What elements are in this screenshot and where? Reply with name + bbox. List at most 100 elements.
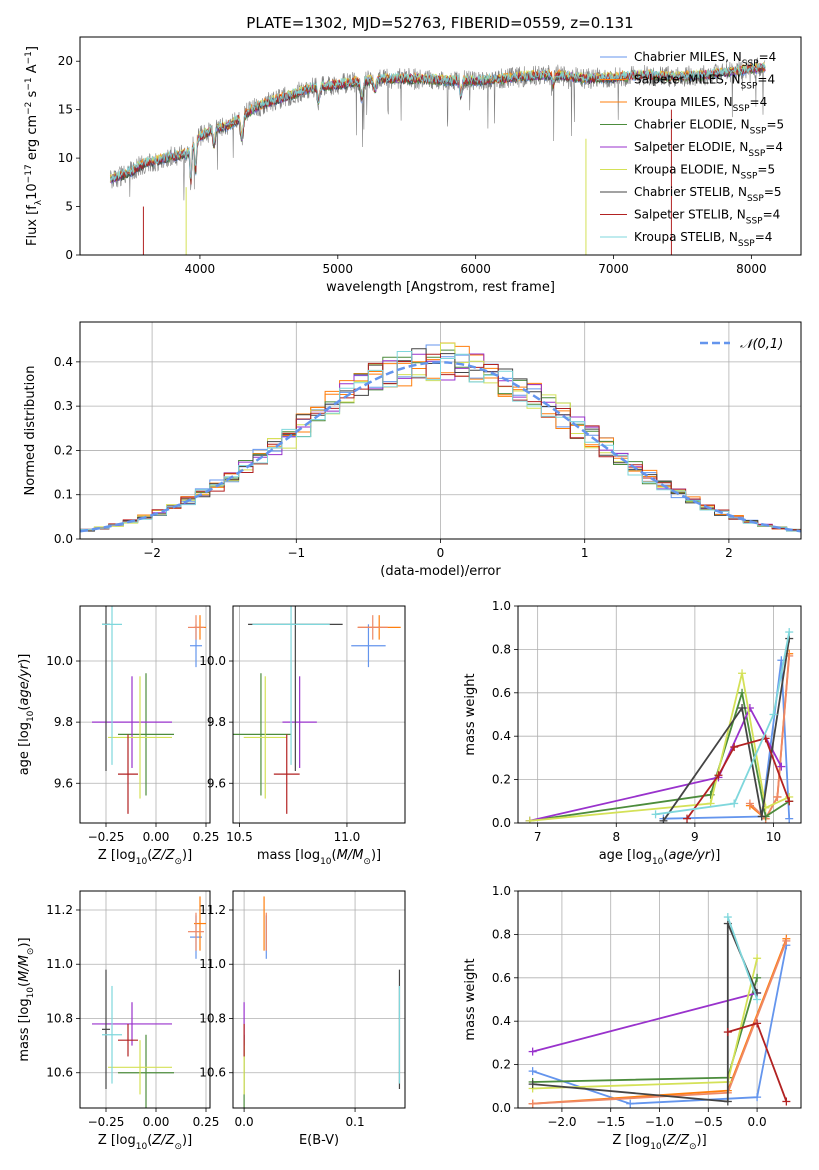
errorbar-point xyxy=(92,676,172,768)
errorbar-point xyxy=(108,676,172,799)
plot-area xyxy=(233,606,401,814)
x-tick-label: 0.1 xyxy=(346,1115,365,1129)
errorbar-point xyxy=(233,673,292,796)
x-tick-label: 8000 xyxy=(736,262,767,276)
plot-area xyxy=(92,896,206,1108)
series-marker xyxy=(714,771,723,780)
series-marker xyxy=(651,810,660,819)
series-chabrier-elodie xyxy=(525,688,794,823)
errorbar-point xyxy=(188,912,204,951)
y-tick-label: 0.0 xyxy=(54,532,73,546)
chart-age_vs_Z: −0.25 0.00 0.25 9.6 9.8 10.0 Z [log10(Z/Z⊙)] ag… xyxy=(17,605,220,867)
series-marker xyxy=(757,812,766,821)
series-marker xyxy=(785,797,794,806)
x-tick-label: 0.25 xyxy=(193,1115,220,1129)
plot-area xyxy=(525,628,794,823)
series-marker xyxy=(730,799,739,808)
y-tick-label: 1.0 xyxy=(492,884,511,898)
y-axis-label: mass weight xyxy=(463,958,478,1040)
series-line xyxy=(663,660,791,820)
series-marker xyxy=(785,814,794,823)
series-marker xyxy=(659,816,668,823)
y-tick-label: 5 xyxy=(65,200,73,214)
y-tick-label: 0.0 xyxy=(492,816,511,830)
x-tick-label: −2.0 xyxy=(547,1115,576,1129)
series-marker xyxy=(528,1080,537,1089)
y-tick-label: 10.0 xyxy=(199,654,226,668)
legend-label: Salpeter MILES, NSSP=4 xyxy=(634,73,775,92)
series-marker xyxy=(769,710,778,719)
y-tick-label: 0.8 xyxy=(492,927,511,941)
spectrum-model-line xyxy=(109,62,766,181)
y-tick-label: 0.4 xyxy=(492,1014,511,1028)
legend-label: Chabrier STELIB, NSSP=5 xyxy=(634,185,782,204)
x-tick-label: −1.0 xyxy=(645,1115,674,1129)
x-axis-label: age [log10(age/yr)] xyxy=(599,848,721,867)
legend-label: Chabrier MILES, NSSP=4 xyxy=(634,50,776,69)
y-tick-label: 0.3 xyxy=(54,399,73,413)
x-axis-label: (data-model)/error xyxy=(380,564,501,579)
x-axis-label: E(B-V) xyxy=(299,1133,339,1148)
y-tick-label: 10 xyxy=(58,151,73,165)
x-tick-label: −2 xyxy=(143,546,161,560)
y-tick-label: 0.6 xyxy=(492,971,511,985)
chart-massweight_vs_age: 7 8 9 10 0.0 0.2 0.4 0.6 0.8 1.0 age [log10(age/yr… xyxy=(463,599,802,867)
series-marker xyxy=(785,628,794,637)
axes-frame xyxy=(517,605,802,824)
series-marker xyxy=(753,995,762,1004)
errorbar-point xyxy=(92,1002,172,1046)
y-tick-label: 15 xyxy=(58,103,73,117)
series-marker xyxy=(525,816,534,823)
x-tick-label: 10.5 xyxy=(226,830,253,844)
chart-residuals: −2 −1 0 1 2 0.0 0.1 0.2 0.3 0.4 (data-model)/error… xyxy=(23,321,802,579)
x-tick-label: −0.25 xyxy=(88,830,125,844)
series-marker xyxy=(528,1047,537,1056)
x-axis-label: wavelength [Angstrom, rest frame] xyxy=(326,280,555,295)
y-axis-label: Normed distribution xyxy=(23,366,38,496)
errorbar-point xyxy=(108,1040,172,1095)
y-tick-label: 10.0 xyxy=(46,654,73,668)
series-marker xyxy=(528,1067,537,1076)
legend-label: 𝒩(0,1) xyxy=(740,337,783,352)
axes-frame xyxy=(79,890,211,1109)
errorbar-point xyxy=(118,673,174,796)
axes-frame xyxy=(232,890,406,1109)
errorbar-point xyxy=(243,676,287,799)
x-tick-label: 7000 xyxy=(598,262,629,276)
axes-frame xyxy=(232,605,406,824)
x-tick-label: −1 xyxy=(287,546,305,560)
y-tick-label: 0.6 xyxy=(492,686,511,700)
y-tick-label: 10.6 xyxy=(46,1066,73,1080)
x-tick-label: 0.0 xyxy=(235,1115,254,1129)
y-tick-label: 9.8 xyxy=(207,715,226,729)
x-tick-label: 7 xyxy=(534,830,542,844)
x-tick-label: 10 xyxy=(766,830,781,844)
x-tick-label: 4000 xyxy=(185,262,216,276)
y-tick-label: 0.2 xyxy=(492,773,511,787)
y-axis-label: mass [log10(M/M⊙)] xyxy=(17,937,36,1061)
series-line xyxy=(726,916,758,1000)
errorbar-point xyxy=(118,734,138,814)
plot-area xyxy=(243,896,401,1108)
y-tick-label: 0 xyxy=(65,248,73,262)
x-tick-label: 0 xyxy=(437,546,445,560)
figure-title: PLATE=1302, MJD=52763, FIBERID=0559, z=0… xyxy=(246,14,633,32)
series-kroupa-stelib xyxy=(651,628,794,819)
errorbar-point xyxy=(282,676,317,768)
errorbar-point xyxy=(188,615,204,640)
series-marker xyxy=(753,954,762,963)
errorbar-point xyxy=(351,624,386,668)
x-tick-label: 0.25 xyxy=(193,830,220,844)
errorbar-point xyxy=(273,734,300,814)
plot-area xyxy=(80,342,801,533)
y-tick-label: 10.8 xyxy=(46,1011,73,1025)
y-tick-label: 0.4 xyxy=(54,355,73,369)
x-axis-label: Z [log10(Z/Z⊙)] xyxy=(98,848,192,867)
x-tick-label: 11.0 xyxy=(334,830,361,844)
series-marker xyxy=(782,1097,791,1106)
y-tick-label: 9.6 xyxy=(207,776,226,790)
spectrum-legend: Chabrier MILES, NSSP=4 Salpeter MILES, NS… xyxy=(600,50,784,249)
errorbar-point xyxy=(118,1034,174,1108)
